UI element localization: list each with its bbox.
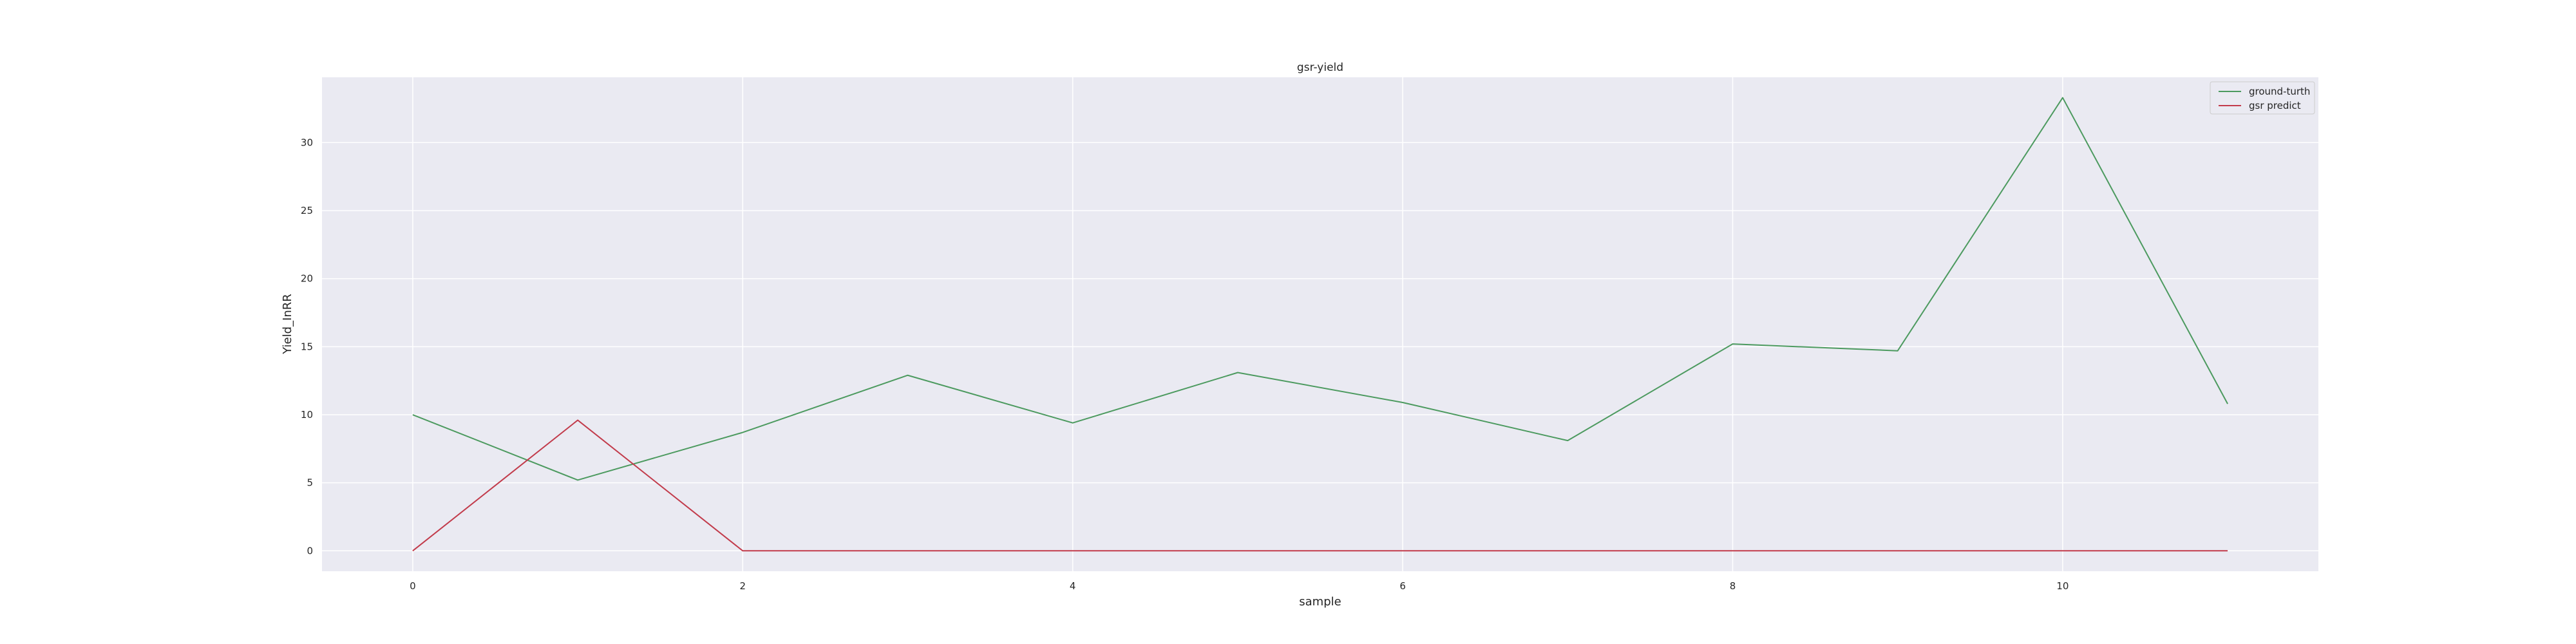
y-axis-label: Yield_InRR <box>281 294 294 355</box>
y-tick-label: 10 <box>301 409 313 421</box>
x-tick-label: 4 <box>1070 580 1076 592</box>
x-tick-label: 2 <box>740 580 746 592</box>
legend-label-gsr-predict: gsr predict <box>2249 100 2301 111</box>
y-tick-label: 0 <box>307 545 313 556</box>
plot-area <box>322 77 2318 571</box>
x-tick-label: 6 <box>1399 580 1406 592</box>
chart-title: gsr-yield <box>1297 61 1343 74</box>
x-axis-label: sample <box>1299 595 1341 609</box>
x-tick-label: 0 <box>410 580 416 592</box>
legend-label-ground-turth: ground-turth <box>2249 86 2310 97</box>
y-tick-label: 20 <box>301 273 313 285</box>
x-tick-label: 10 <box>2056 580 2069 592</box>
series-layer <box>412 97 2228 552</box>
ticks: 0 2 4 6 8 10 0 5 10 15 20 25 30 <box>301 137 2069 592</box>
y-tick-label: 15 <box>301 341 313 352</box>
x-tick-label: 8 <box>1730 580 1736 592</box>
series-line-ground-turth <box>412 97 2228 481</box>
legend: ground-turth gsr predict <box>2210 81 2315 115</box>
y-tick-label: 25 <box>301 205 313 216</box>
series-line-gsr-predict <box>412 419 2228 552</box>
y-tick-label: 5 <box>307 477 313 489</box>
grid <box>322 77 2318 571</box>
y-tick-label: 30 <box>301 137 313 148</box>
